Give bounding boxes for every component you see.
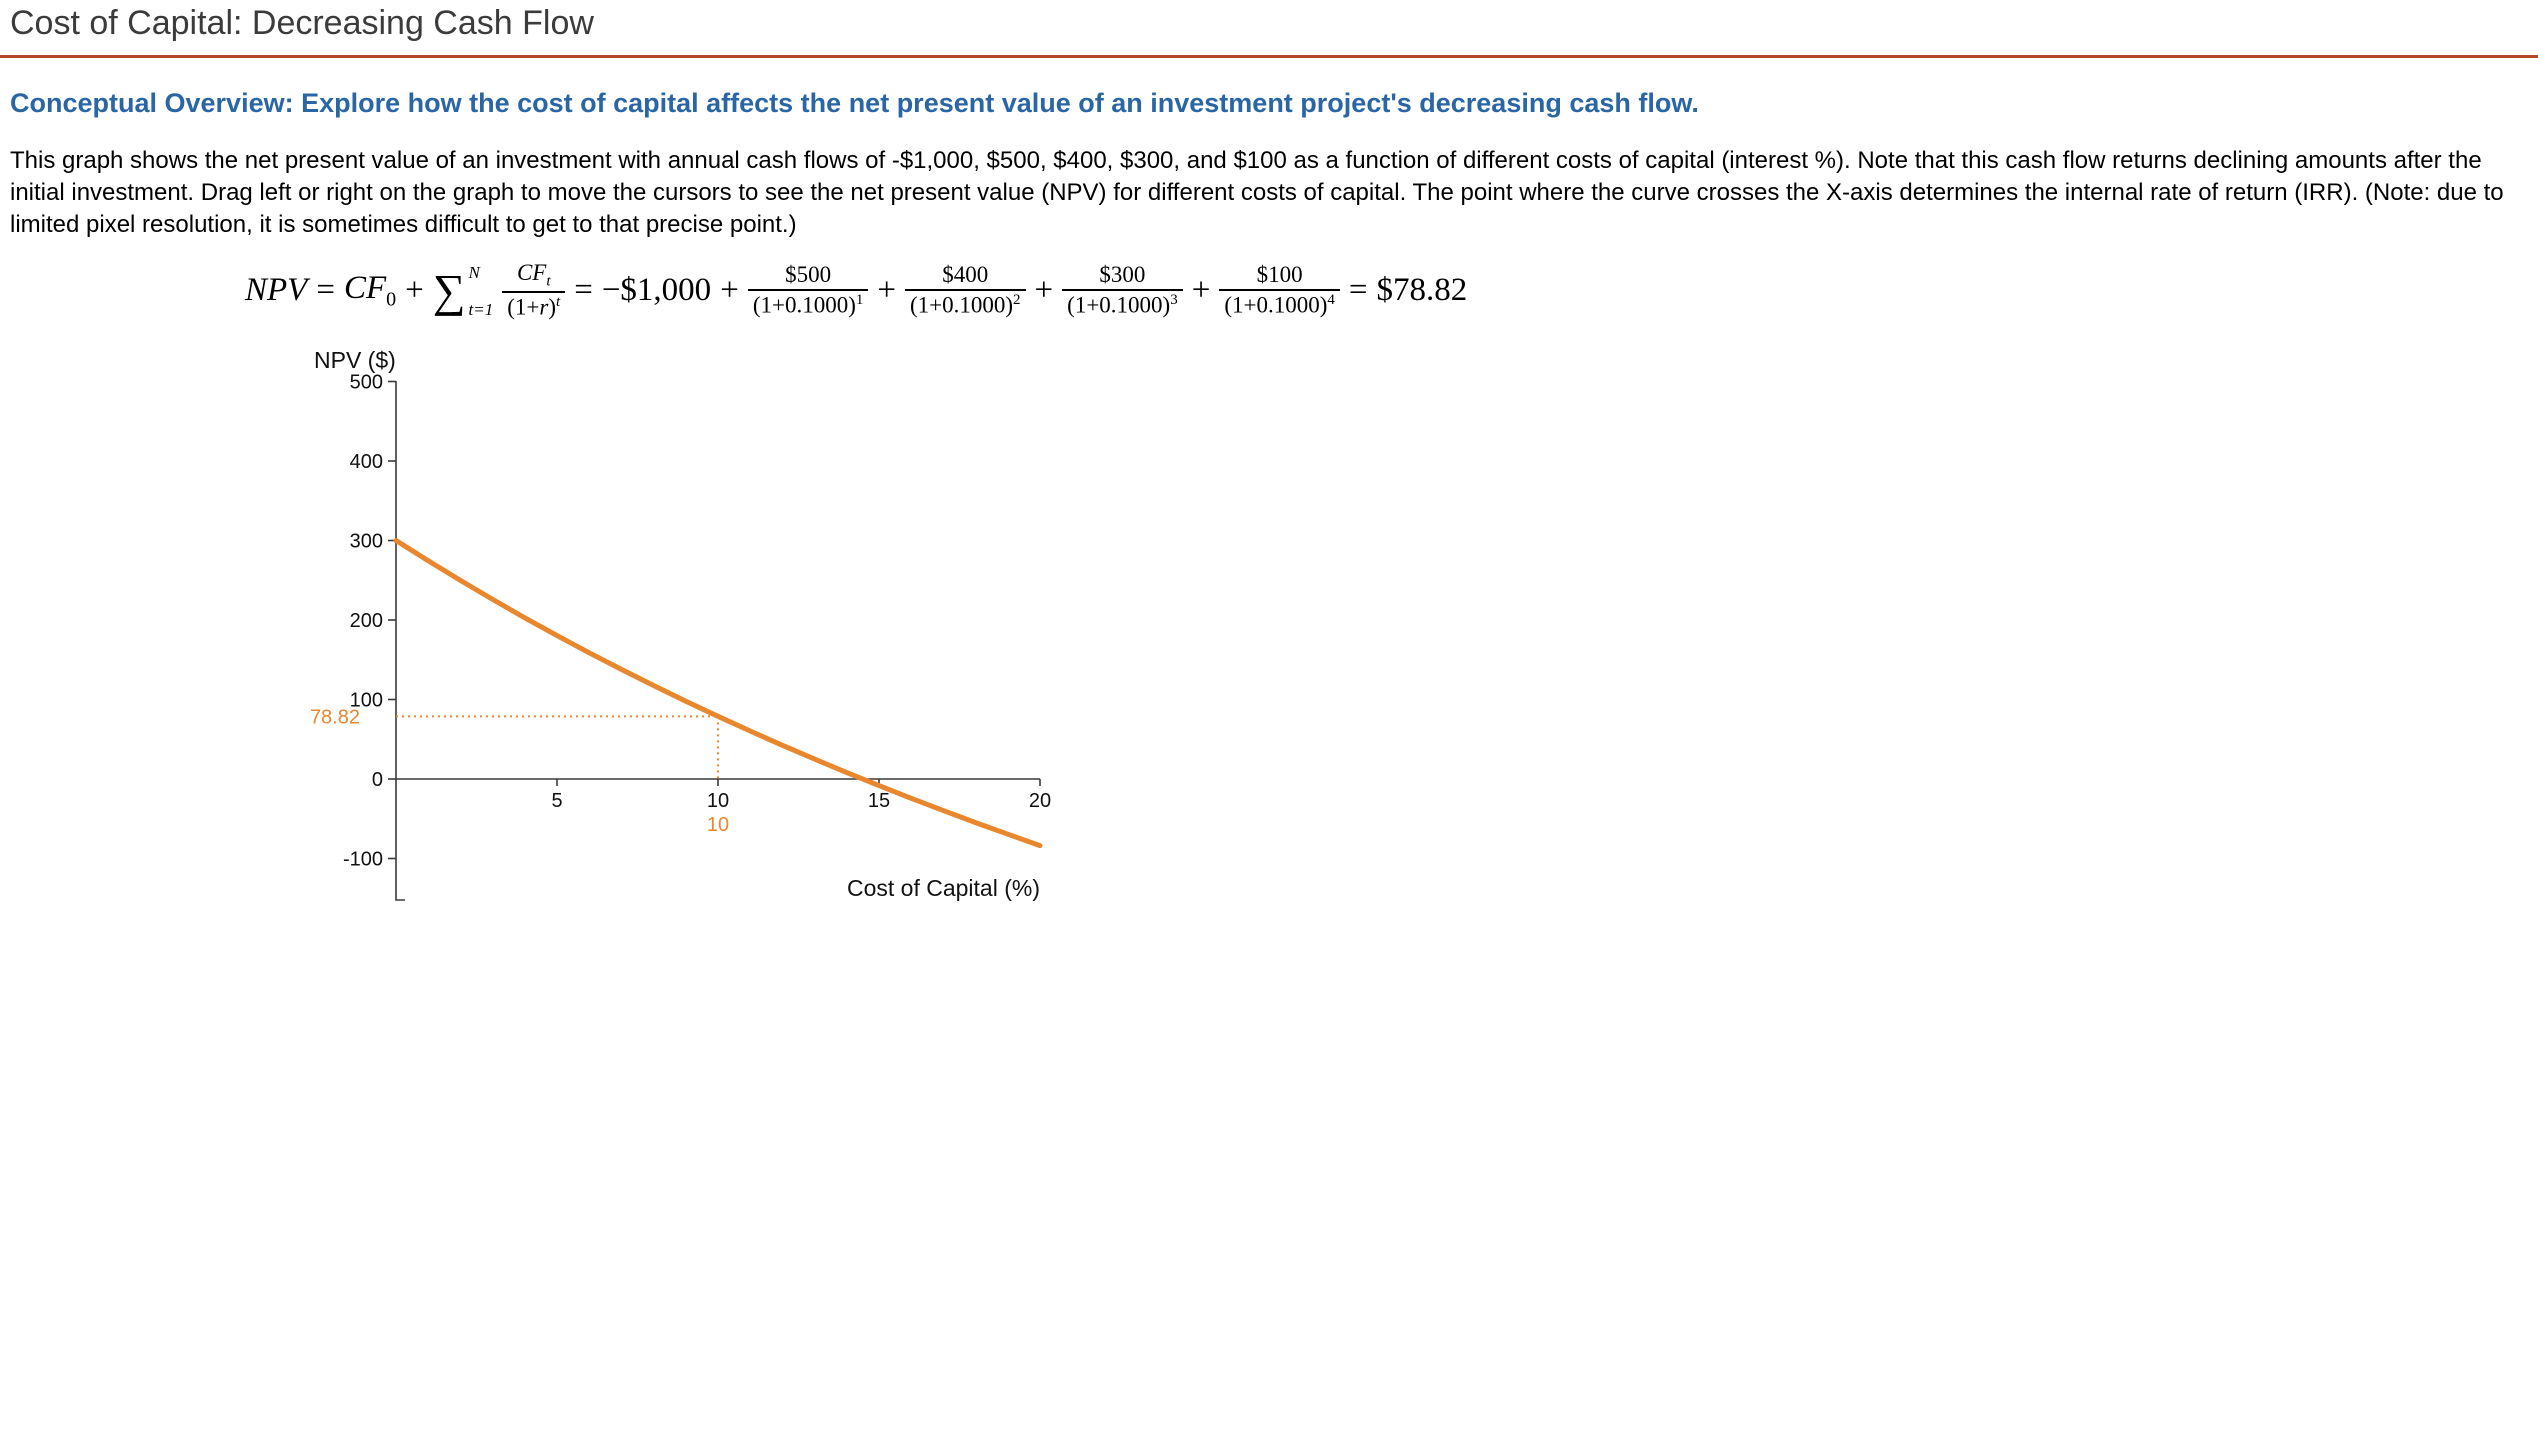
term-fraction-3: $300 (1+0.1000)3 [1062, 261, 1183, 320]
general-term-fraction: CFt (1+r)t [502, 259, 566, 322]
formula-equals: = [574, 272, 593, 309]
summation-symbol: ∑ N t=1 [433, 263, 494, 319]
y-tick-label: 300 [350, 531, 383, 553]
overview-heading: Conceptual Overview: Explore how the cos… [10, 88, 1699, 118]
formula-plus: + [720, 272, 739, 309]
x-tick-label: 20 [1029, 790, 1051, 812]
y-tick-label: -100 [343, 849, 383, 871]
initial-outlay: −$1,000 [601, 272, 712, 309]
term-fraction-2: $400 (1+0.1000)2 [904, 261, 1026, 320]
y-axis [395, 381, 405, 901]
formula-npv: NPV [245, 272, 308, 309]
formula-equals: = [316, 272, 335, 309]
formula-equals: = [1348, 272, 1368, 309]
x-tick-label: 10 [707, 790, 729, 812]
formula-plus: + [877, 272, 896, 309]
npv-formula: NPV = CF0 + ∑ N t=1 CFt (1+r)t = −$1,000… [245, 259, 2538, 322]
x-tick-label: 15 [868, 790, 890, 812]
sigma-upper-limit: N [468, 262, 480, 282]
npv-result: $78.82 [1376, 272, 1468, 309]
term-fraction-1: $500 (1+0.1000)1 [747, 261, 869, 320]
y-tick-label: 400 [350, 451, 383, 473]
page-title: Cost of Capital: Decreasing Cash Flow [10, 4, 594, 42]
x-tick-label: 5 [551, 790, 562, 812]
y-tick-label: 100 [350, 690, 383, 712]
npv-chart[interactable]: -100 0 100 200 300 400 500 5 10 15 20 NPV ($) Cost o… [280, 344, 2538, 924]
formula-cf0: CF0 [343, 269, 397, 311]
page-header: Cost of Capital: Decreasing Cash Flow [0, 0, 2538, 58]
npv-chart-svg[interactable]: -100 0 100 200 300 400 500 5 10 15 20 NPV ($) Cost o… [280, 344, 1100, 924]
term-fraction-4: $100 (1+0.1000)4 [1219, 261, 1340, 320]
sigma-glyph: ∑ [432, 264, 466, 316]
description-text: This graph shows the net present value o… [10, 147, 2504, 239]
y-tick-label: 0 [372, 769, 383, 791]
npv-curve [393, 538, 1043, 849]
cursor-x-label: 10 [707, 814, 729, 836]
formula-plus: + [405, 272, 424, 309]
y-tick-label: 500 [350, 372, 383, 394]
formula-plus: + [1034, 272, 1054, 309]
cursor-y-label: 78.82 [310, 706, 360, 728]
x-axis-title: Cost of Capital (%) [847, 875, 1040, 901]
y-axis-title: NPV ($) [314, 347, 396, 373]
sigma-lower-limit: t=1 [468, 299, 494, 319]
formula-plus: + [1191, 272, 1211, 309]
page: Cost of Capital: Decreasing Cash Flow Co… [0, 0, 2538, 924]
y-tick-label: 200 [350, 610, 383, 632]
